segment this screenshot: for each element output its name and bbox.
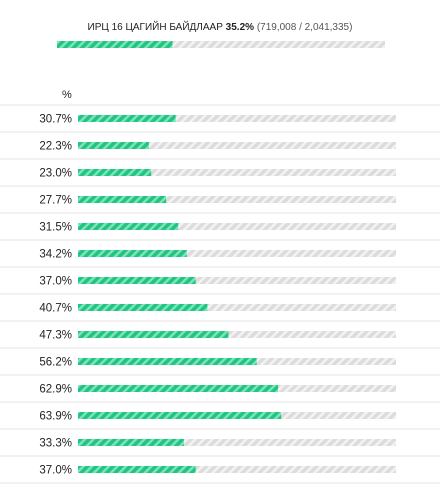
bar [78, 331, 229, 338]
bar-track [78, 142, 396, 149]
bar [78, 142, 149, 149]
column-header: % [62, 89, 72, 101]
bar-track [78, 331, 396, 338]
row-label: 63.9% [39, 411, 72, 423]
bar [78, 196, 167, 203]
bar-track [78, 304, 396, 311]
bar [78, 439, 184, 446]
bar [78, 412, 282, 419]
bar-track [78, 466, 396, 473]
bar-track [78, 196, 396, 203]
bar [78, 169, 152, 176]
bar [78, 304, 208, 311]
bar [78, 277, 196, 284]
bar-track [78, 439, 396, 446]
bar-track [78, 250, 396, 257]
row-label: 22.3% [39, 141, 72, 153]
bar [78, 466, 196, 473]
row-label: 62.9% [39, 384, 72, 396]
bar [78, 358, 257, 365]
row-label: 37.0% [39, 276, 72, 288]
row-label: 47.3% [39, 330, 72, 342]
row-label: 37.0% [39, 465, 72, 477]
header: ИРЦ 16 ЦАГИЙН БАЙДЛААР 35.2% (719,008 / … [88, 20, 353, 33]
header-title: ИРЦ 16 ЦАГИЙН БАЙДЛААР [88, 20, 224, 33]
header-percent: 35.2% [226, 22, 254, 33]
bar-track [57, 41, 385, 48]
bar [78, 385, 279, 392]
row-label: 27.7% [39, 195, 72, 207]
row-label: 31.5% [39, 222, 72, 234]
bar-track [78, 277, 396, 284]
bar [78, 115, 176, 122]
row-label: 30.7% [39, 114, 72, 126]
row-label: 40.7% [39, 303, 72, 315]
row-label: 34.2% [39, 249, 72, 261]
bar-track [78, 169, 396, 176]
bar [78, 223, 179, 230]
bar-track [78, 115, 396, 122]
row-label: 23.0% [39, 168, 72, 180]
bar [78, 250, 187, 257]
bar-track [78, 223, 396, 230]
header-counts: (719,008 / 2,041,335) [257, 22, 353, 33]
row-label: 33.3% [39, 438, 72, 450]
row-label: 56.2% [39, 357, 72, 369]
bar [57, 41, 173, 48]
